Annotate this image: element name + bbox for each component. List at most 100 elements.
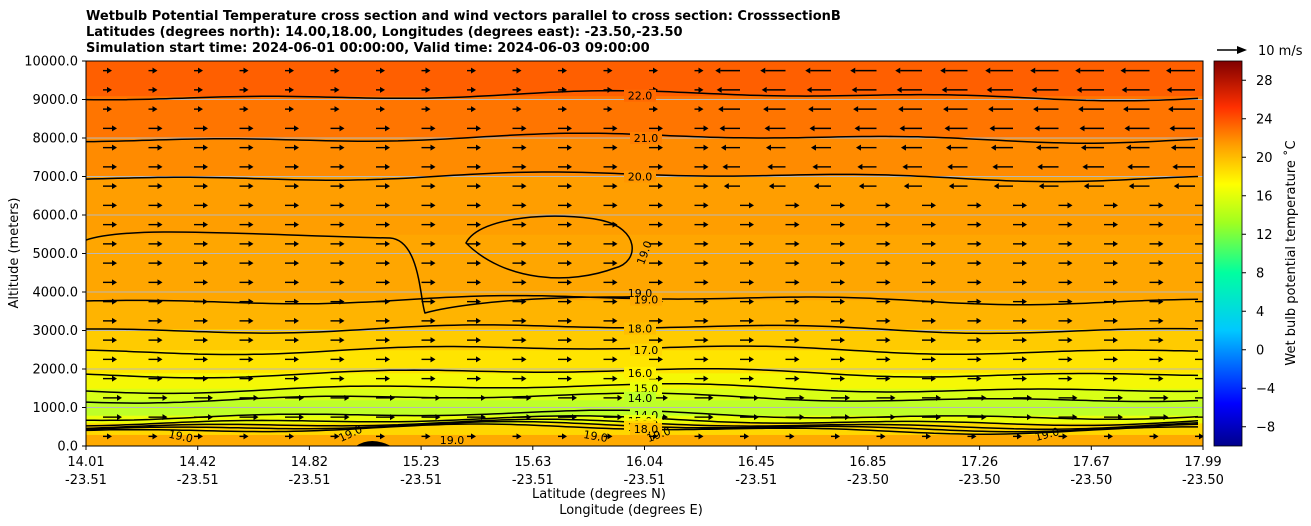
y-tick-label: 10000.0 [24,55,78,70]
wind-vector-head-icon [112,125,117,132]
wind-vector-head-icon [430,279,436,286]
contour-label-bg [630,293,662,306]
wind-vector-head-icon [435,394,441,401]
wind-vector-head-icon [658,202,663,209]
wind-vector-head-icon [294,260,299,267]
wind-vector-head-icon [612,125,618,132]
wind-vector-head-icon [1158,298,1164,305]
wind-vector-head-icon [294,144,299,151]
colorbar-label: Wet bulb potential temperature ˚C [1283,140,1299,365]
wind-vector-head-icon [658,375,663,382]
x-axis-label-longitude: Longitude (degrees E) [559,503,703,518]
wind-vector-head-icon [203,260,208,267]
contour-label-bg [624,170,656,183]
wind-vector-head-icon [243,67,249,74]
wind-vector-head-icon [1113,317,1118,324]
wind-vector-head-icon [294,337,299,344]
wind-vector-head-icon [107,67,112,74]
wind-vector-head-icon [521,163,527,170]
wind-vector-head-icon [765,144,771,151]
wind-vector-head-icon [162,414,168,421]
wind-vector-head-icon [112,260,117,267]
wind-vector-head-icon [567,356,572,363]
wind-vector-head-icon [764,125,770,132]
wind-vector-head-icon [763,106,769,113]
x-tick-label-latitude: 14.01 [67,455,104,470]
wind-vector-head-icon [1083,183,1089,190]
wind-vector-head-icon [521,221,527,228]
wind-vector-head-icon [294,356,299,363]
y-axis-label: Altitude (meters) [7,198,22,309]
field-band [86,176,1203,235]
wind-vector-head-icon [885,279,891,286]
wind-vector-head-icon [476,144,481,151]
wind-vector-head-icon [1072,414,1078,421]
wind-vector-head-icon [1209,414,1214,420]
wind-vector-head-icon [794,260,800,267]
wind-vector-head-icon [521,202,527,209]
wind-vector-head-icon [850,67,856,74]
wind-vector-head-icon [845,414,850,421]
wind-vector-head-icon [989,125,995,132]
wind-vector-head-icon [1166,67,1171,74]
wind-vector-head-icon [1127,163,1133,170]
wind-vector-head-icon [794,298,800,305]
wind-vector-head-icon [895,67,901,74]
x-tick-label-longitude: -23.51 [735,473,777,488]
wind-vector-head-icon [339,202,345,209]
wind-vector-head-icon [698,67,704,74]
wind-vector-head-icon [430,163,436,170]
wind-vector-head-icon [698,86,704,93]
wind-vector-head-icon [981,414,987,421]
wind-vector-head-icon [289,433,294,440]
colorbar-tick-label: −8 [1256,420,1275,435]
wind-vector-head-icon [567,375,572,382]
wind-vector-head-icon [1170,144,1176,151]
wind-vector-head-icon [112,298,117,305]
wind-vector-head-icon [476,279,481,286]
wind-vector-head-icon [890,414,896,421]
wind-vector-head-icon [1113,375,1118,382]
wind-vector-head-icon [799,394,805,401]
wind-vector-head-icon [248,183,254,190]
wind-vector-head-icon [385,260,390,267]
wind-vector-head-icon [703,144,709,151]
wind-vector-head-icon [716,86,722,93]
x-tick-label-latitude: 16.45 [738,455,775,470]
wind-vector-head-icon [567,298,572,305]
wind-vector-head-icon [294,183,299,190]
wind-vector-head-icon [248,298,254,305]
wind-vector-head-icon [157,298,163,305]
wind-vector-head-icon [1067,375,1073,382]
wind-vector-head-icon [617,394,623,401]
wind-vector-head-icon [936,394,941,401]
wind-vector-head-icon [203,144,208,151]
field-band [86,434,1203,446]
wind-vector-head-icon [380,86,385,93]
wind-vector-head-icon [1067,221,1073,228]
wind-vector-head-icon [1022,317,1027,324]
wind-vector-head-icon [885,356,891,363]
wind-vector-head-icon [810,144,816,151]
wind-vector-head-icon [425,67,431,74]
wind-vector-head-icon [208,394,213,401]
wind-vector-head-icon [248,240,254,247]
wind-vector-head-icon [203,317,208,324]
wind-vector-head-icon [203,375,208,382]
contour-label-bg [630,423,662,436]
wind-vector-head-icon [248,279,254,286]
wind-vector-head-icon [481,394,486,401]
wind-vector-head-icon [430,125,436,132]
wind-vector-head-icon [658,163,663,170]
wind-vector-head-icon [339,298,345,305]
wind-vector-head-icon [157,279,163,286]
wind-vector-head-icon [936,414,941,421]
wind-vector-head-icon [840,202,845,209]
wind-vector-head-icon [794,240,800,247]
wind-vector-head-icon [521,144,527,151]
x-tick-label-longitude: -23.51 [288,473,330,488]
wind-vector-head-icon [198,67,203,74]
wind-vector-head-icon [976,356,982,363]
wind-vector-head-icon [612,356,618,363]
wind-vector-head-icon [516,86,522,93]
